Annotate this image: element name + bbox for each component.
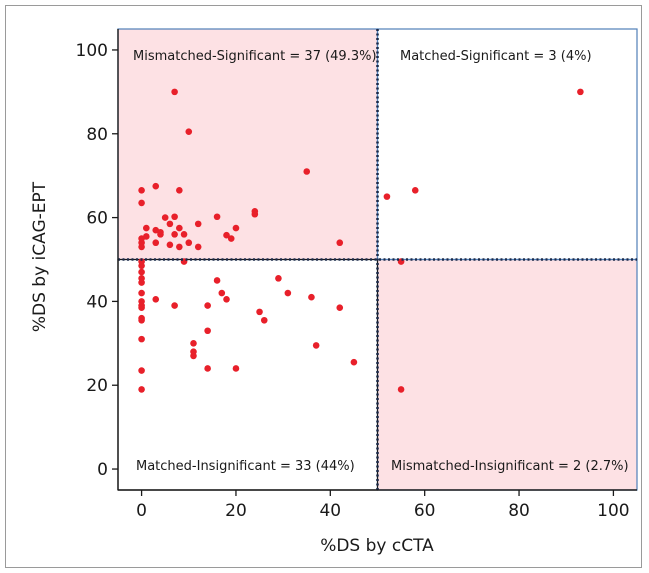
x-tick-label-60: 60 <box>414 501 436 521</box>
data-point-0-6 <box>397 386 405 393</box>
data-point-0-16 <box>213 213 221 221</box>
data-point-0-9 <box>138 199 145 207</box>
data-point-0-36 <box>185 239 193 247</box>
quadrant-label-matched-insignificant: Matched-Insignificant = 33 (44%) <box>136 459 355 474</box>
data-point-0-63 <box>190 352 197 360</box>
data-point-0-23 <box>232 224 240 232</box>
x-tick-label-0: 0 <box>136 501 147 521</box>
data-point-0-54 <box>152 296 160 303</box>
data-point-0-31 <box>227 235 235 242</box>
data-point-0-44 <box>138 279 145 286</box>
data-point-0-64 <box>204 365 211 372</box>
data-point-0-66 <box>256 308 263 316</box>
quadrant-label-matched-significant: Matched-Significant = 3 (4%) <box>400 49 592 64</box>
quadrant-mismatched-insignificant <box>376 258 638 491</box>
data-point-0-1 <box>185 128 193 135</box>
data-point-0-11 <box>176 187 183 194</box>
data-point-0-45 <box>138 289 145 297</box>
axis-ticks: 0 20 40 60 80 100 0 20 40 60 80 100 <box>76 41 630 521</box>
data-point-0-10 <box>152 182 160 190</box>
data-point-0-14 <box>161 214 169 221</box>
data-point-0-32 <box>138 243 145 251</box>
y-tick-label-20: 20 <box>86 376 108 396</box>
data-point-0-15 <box>171 213 178 221</box>
data-point-0-71 <box>312 342 320 349</box>
quadrant-matched-significant <box>376 28 638 261</box>
data-point-0-8 <box>138 187 145 194</box>
axes <box>117 29 637 491</box>
data-point-0-59 <box>223 296 230 303</box>
data-point-0-55 <box>171 302 178 309</box>
data-point-0-26 <box>143 233 150 240</box>
data-point-0-13 <box>251 210 259 218</box>
data-point-0-61 <box>190 340 197 347</box>
threshold-lines <box>118 29 637 490</box>
data-point-0-22 <box>194 220 202 228</box>
data-point-0-17 <box>143 224 150 232</box>
x-tick-label-80: 80 <box>508 501 530 521</box>
data-point-0-37 <box>194 243 202 251</box>
data-point-0-33 <box>152 239 160 247</box>
y-tick-label-80: 80 <box>86 125 108 145</box>
x-tick-label-20: 20 <box>225 501 247 521</box>
data-point-0-29 <box>180 231 188 238</box>
data-point-0-68 <box>275 275 282 282</box>
quadrant-matched-insignificant <box>117 258 379 491</box>
data-point-0-50 <box>138 316 145 324</box>
data-point-0-34 <box>166 241 174 249</box>
data-point-0-3 <box>577 88 584 96</box>
quadrant-backgrounds <box>117 28 638 491</box>
data-point-0-38 <box>336 239 344 247</box>
data-points <box>138 88 584 393</box>
data-point-0-72 <box>336 304 344 311</box>
x-tick-label-100: 100 <box>597 501 629 521</box>
quadrant-label-mismatched-insignificant: Mismatched-Insignificant = 2 (2.7%) <box>391 459 629 474</box>
y-axis-label: %DS by iCAG-EPT <box>30 181 50 332</box>
data-point-0-4 <box>411 187 419 194</box>
data-point-0-30 <box>223 231 230 239</box>
quadrant-label-mismatched-significant: Mismatched-Significant = 37 (49.3%) <box>133 49 377 64</box>
data-point-0-70 <box>308 293 315 301</box>
data-point-0-53 <box>138 386 145 393</box>
data-point-0-52 <box>138 367 145 374</box>
data-point-0-5 <box>383 193 391 200</box>
data-point-0-27 <box>157 231 164 238</box>
data-point-0-21 <box>176 224 183 232</box>
data-point-0-51 <box>138 335 145 343</box>
data-point-0-0 <box>171 88 178 96</box>
data-point-0-65 <box>232 365 240 372</box>
data-point-0-42 <box>138 268 145 276</box>
x-axis-label: %DS by cCTA <box>320 536 434 556</box>
data-point-0-57 <box>213 277 221 284</box>
data-point-0-73 <box>350 358 358 366</box>
data-point-0-48 <box>138 304 145 311</box>
data-point-0-41 <box>138 262 145 270</box>
data-point-0-2 <box>303 168 311 175</box>
y-tick-label-60: 60 <box>86 209 108 229</box>
data-point-0-56 <box>204 302 211 309</box>
data-point-0-35 <box>176 243 183 251</box>
quadrant-mismatched-significant <box>117 28 379 261</box>
data-point-0-67 <box>260 316 268 324</box>
y-tick-label-40: 40 <box>86 292 108 312</box>
data-point-0-69 <box>284 289 292 297</box>
data-point-0-58 <box>218 289 226 297</box>
data-point-0-28 <box>171 231 178 238</box>
y-tick-label-100: 100 <box>76 41 108 61</box>
y-tick-label-0: 0 <box>97 460 108 480</box>
data-point-0-60 <box>204 327 211 335</box>
data-point-0-20 <box>166 220 174 228</box>
x-tick-label-40: 40 <box>319 501 341 521</box>
